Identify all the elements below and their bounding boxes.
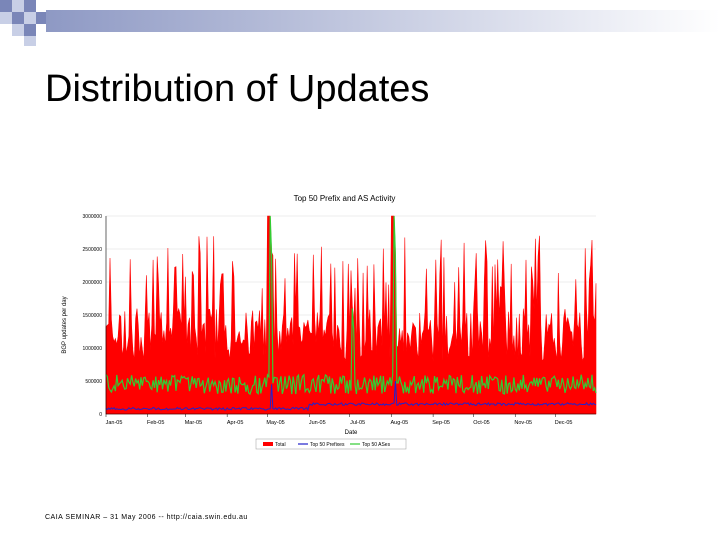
- deco-square: [12, 12, 24, 24]
- deco-square: [24, 0, 36, 12]
- legend-swatch: [263, 442, 273, 446]
- x-tick-label: Sep-05: [432, 420, 450, 426]
- x-tick-label: Oct-05: [473, 420, 490, 426]
- legend-label: Top 50 ASes: [362, 442, 391, 448]
- y-tick-label: 2000000: [83, 280, 103, 286]
- chart-title: Top 50 Prefix and AS Activity: [294, 194, 396, 203]
- x-tick-label: Mar-05: [185, 420, 202, 426]
- y-tick-label: 0: [99, 412, 102, 418]
- y-tick-label: 2500000: [83, 247, 103, 253]
- legend-label: Total: [275, 442, 286, 448]
- y-tick-label: 500000: [85, 379, 102, 385]
- x-tick-label: Aug-05: [391, 420, 409, 426]
- legend-box: [255, 438, 407, 450]
- x-tick-label: Jun-05: [309, 420, 326, 426]
- activity-chart: Top 50 Prefix and AS Activity 0 500000 1000…: [62, 194, 597, 450]
- deco-square: [24, 12, 36, 24]
- deco-square: [12, 24, 24, 36]
- x-tick-label: Nov-05: [514, 420, 532, 426]
- y-tick-label: 3000000: [83, 214, 103, 220]
- page-title: Distribution of Updates: [45, 68, 430, 110]
- x-tick-label: Dec-05: [555, 420, 573, 426]
- y-tick-label: 1500000: [83, 313, 103, 319]
- series-prefixes-line: [105, 380, 597, 412]
- y-tick-label: 1000000: [83, 346, 103, 352]
- y-axis-label: BGP updates per day: [62, 296, 68, 353]
- deco-square: [12, 0, 24, 12]
- deco-square: [24, 36, 36, 46]
- x-tick-label: Apr-05: [227, 420, 244, 426]
- legend-label: Top 50 Prefixes: [310, 442, 345, 448]
- deco-square: [0, 12, 12, 24]
- x-tick-label: Jul-05: [350, 420, 365, 426]
- x-axis-label: Date: [345, 430, 358, 436]
- deco-square: [24, 24, 36, 36]
- deco-square: [0, 0, 12, 12]
- x-tick-label: May-05: [266, 420, 284, 426]
- header-gradient-bar: [46, 10, 720, 32]
- x-tick-label: Feb-05: [147, 420, 164, 426]
- header-decoration: [0, 0, 720, 46]
- x-tick-label: Jan-05: [106, 420, 123, 426]
- footer-text: CAIA SEMINAR – 31 May 2006 -- http://cai…: [45, 514, 248, 521]
- series-ases-line: [105, 215, 597, 396]
- series-total-area: [105, 215, 597, 415]
- deco-square: [36, 12, 46, 24]
